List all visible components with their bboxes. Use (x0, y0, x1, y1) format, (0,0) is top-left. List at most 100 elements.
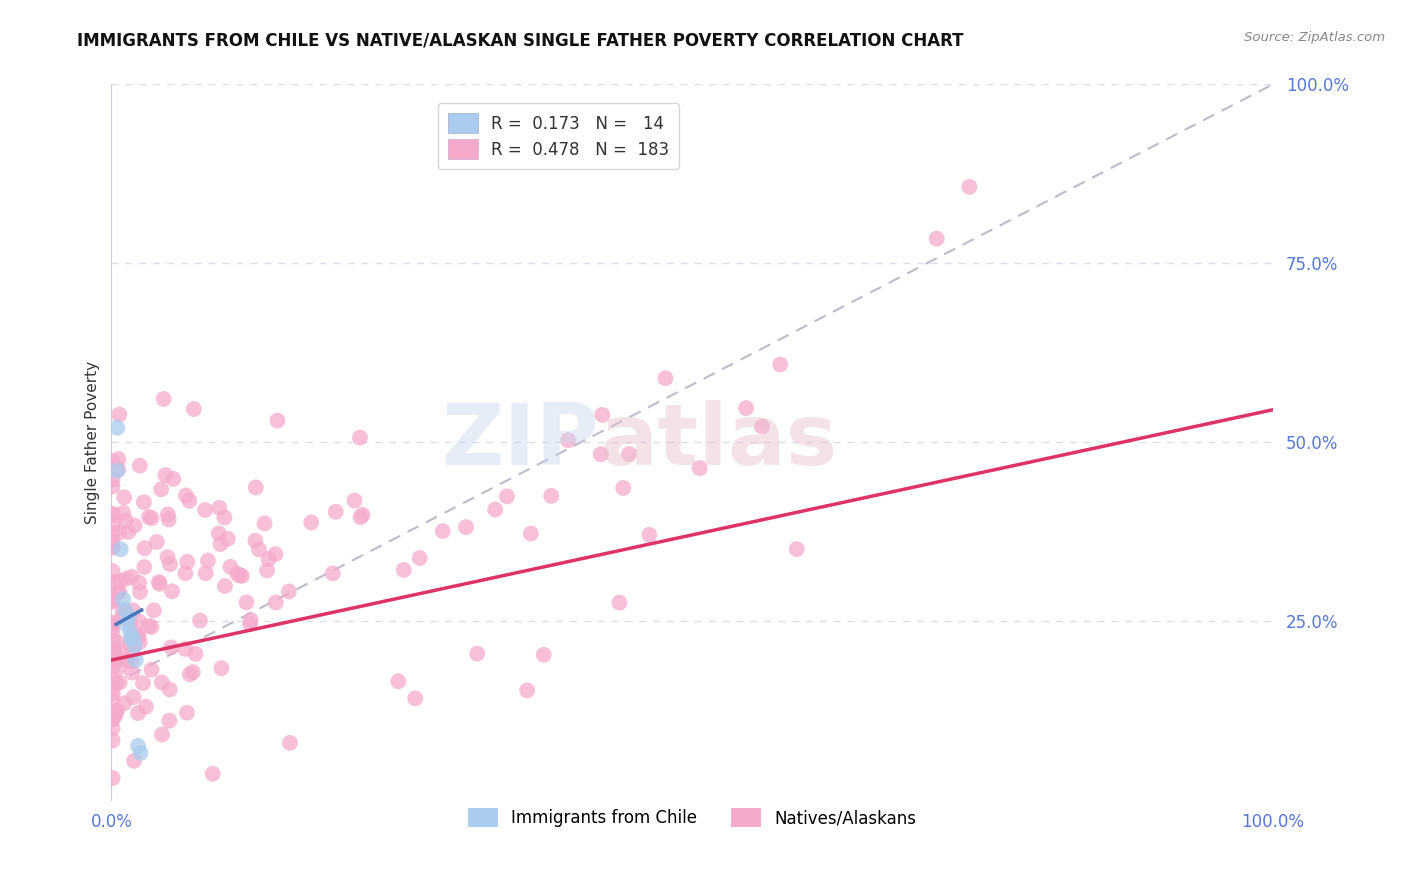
Point (115, 617, 138, 632)
Point (105, 704, 128, 718)
Point (609, 596, 631, 610)
Point (125, 653, 148, 667)
Point (107, 585, 129, 599)
Point (101, 681, 124, 695)
Point (322, 566, 344, 581)
Point (392, 563, 415, 577)
Point (120, 632, 142, 646)
Point (226, 566, 249, 581)
Text: IMMIGRANTS FROM CHILE VS NATIVE/ALASKAN SINGLE FATHER POVERTY CORRELATION CHART: IMMIGRANTS FROM CHILE VS NATIVE/ALASKAN … (77, 31, 965, 49)
Point (101, 508, 124, 522)
Point (101, 533, 124, 548)
Point (343, 493, 366, 508)
Point (520, 526, 543, 541)
Point (197, 554, 219, 568)
Point (135, 699, 157, 714)
Point (162, 472, 184, 486)
Point (129, 746, 152, 760)
Point (277, 584, 299, 599)
Point (127, 706, 149, 720)
Point (122, 632, 145, 646)
Point (103, 655, 125, 669)
Point (120, 655, 142, 669)
Point (150, 675, 173, 690)
Point (638, 528, 661, 542)
Point (121, 665, 143, 680)
Point (112, 506, 135, 520)
Point (150, 727, 173, 741)
Point (101, 591, 124, 606)
Point (121, 570, 143, 584)
Point (108, 408, 131, 422)
Point (101, 686, 124, 700)
Point (103, 575, 125, 590)
Point (101, 625, 124, 640)
Point (128, 635, 150, 649)
Point (129, 585, 152, 599)
Point (160, 584, 183, 599)
Point (120, 614, 142, 628)
Point (134, 560, 156, 574)
Point (134, 541, 156, 556)
Point (108, 660, 131, 674)
Point (101, 593, 124, 607)
Point (214, 510, 236, 524)
Point (110, 542, 132, 557)
Point (352, 508, 374, 522)
Point (465, 647, 488, 661)
Point (174, 642, 197, 657)
Point (591, 408, 613, 422)
Point (231, 569, 253, 583)
Point (101, 640, 124, 655)
Point (157, 512, 180, 526)
Point (104, 709, 127, 723)
Point (107, 462, 129, 476)
Point (101, 656, 124, 670)
Point (454, 520, 477, 534)
Point (111, 605, 134, 619)
Point (115, 653, 138, 667)
Point (112, 696, 135, 710)
Point (533, 648, 555, 662)
Point (235, 595, 257, 609)
Text: ZIP: ZIP (441, 401, 599, 483)
Point (108, 525, 131, 540)
Point (157, 714, 180, 728)
Point (217, 532, 239, 546)
Point (387, 674, 409, 689)
Point (209, 661, 232, 675)
Point (108, 584, 131, 599)
Point (141, 511, 163, 525)
Point (101, 541, 124, 555)
Point (150, 483, 173, 497)
Point (496, 489, 519, 503)
Point (132, 495, 155, 509)
Point (188, 614, 211, 628)
Point (122, 603, 145, 617)
Point (183, 402, 205, 417)
Point (264, 595, 287, 609)
Point (245, 480, 267, 494)
Point (101, 595, 124, 609)
Point (105, 420, 128, 434)
Point (110, 611, 132, 625)
Point (118, 610, 141, 624)
Point (219, 560, 242, 574)
Point (589, 447, 612, 461)
Point (557, 434, 579, 448)
Point (104, 651, 127, 665)
Point (124, 639, 146, 653)
Point (128, 458, 150, 473)
Point (101, 713, 124, 727)
Point (117, 524, 139, 539)
Point (432, 524, 454, 538)
Point (115, 572, 138, 586)
Point (111, 592, 134, 607)
Point (108, 675, 131, 690)
Point (408, 551, 430, 566)
Point (735, 401, 758, 416)
Point (101, 615, 124, 630)
Point (101, 479, 124, 493)
Point (176, 706, 198, 720)
Point (208, 526, 231, 541)
